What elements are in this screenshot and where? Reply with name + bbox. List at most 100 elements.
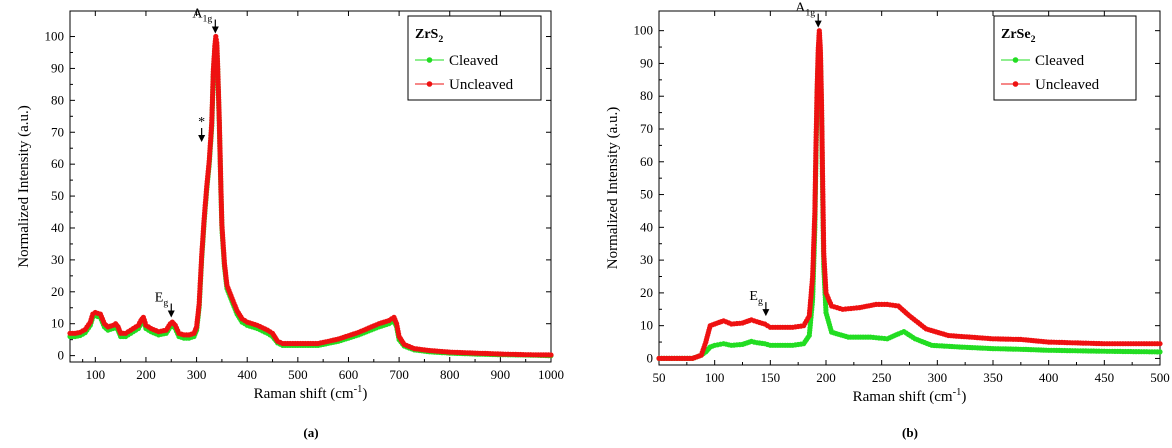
- x-tick-label: 900: [491, 367, 511, 382]
- annotation-label: Eg: [155, 291, 169, 309]
- panel-b-zrse2: 50 100 150 200 250 300 350 400 450 500 0 10 20 30 40 50…: [605, 1, 1170, 440]
- annotation-label: Eg: [749, 289, 763, 307]
- legend-title-main: ZrSe: [1001, 27, 1031, 42]
- legend: ZrS2 Cleaved Uncleaved: [407, 15, 542, 101]
- y-tick-label: 10: [51, 316, 64, 331]
- legend-box: [993, 15, 1137, 101]
- annotation-label-sub: g: [758, 296, 763, 307]
- series-uncleaved: [67, 33, 554, 358]
- annotation-arrowhead: [198, 135, 206, 143]
- series-uncleaved: [656, 28, 1163, 361]
- legend-title-main: ZrS: [415, 27, 439, 42]
- plot-frame: [69, 10, 552, 363]
- x-tick-label: 600: [339, 367, 359, 382]
- x-axis-title-end: ): [961, 389, 966, 405]
- x-tick-label: 400: [237, 367, 257, 382]
- y-tick-label: 100: [45, 29, 65, 44]
- x-tick-label: 300: [187, 367, 207, 382]
- y-tick-label: 30: [640, 252, 653, 267]
- annotation-label: A1g: [192, 7, 212, 25]
- x-tick-label: 500: [1150, 370, 1170, 385]
- y-tick-label: 80: [640, 88, 653, 103]
- x-tick-label: 450: [1095, 370, 1115, 385]
- y-tick-label: 90: [51, 60, 64, 75]
- x-tick-label: 1000: [538, 367, 564, 382]
- legend-title: ZrS2: [415, 27, 443, 45]
- data-point: [1157, 341, 1163, 347]
- y-tick-label: 60: [640, 154, 653, 169]
- annotation-arrowhead: [814, 20, 822, 28]
- annotation-arrowhead: [211, 26, 219, 34]
- annotation-label-main: E: [749, 289, 758, 304]
- legend-swatch-marker: [426, 81, 433, 87]
- annotation: A1g: [795, 1, 822, 28]
- y-tick-label: 50: [640, 187, 653, 202]
- annotation: *: [198, 115, 206, 143]
- x-tick-label: 250: [872, 370, 892, 385]
- legend-title-sub: 2: [438, 34, 443, 45]
- y-tick-label: 90: [640, 55, 653, 70]
- annotation-label-sub: 1g: [203, 14, 213, 25]
- annotation-label-main: E: [155, 291, 164, 306]
- x-tick-label: 50: [653, 370, 666, 385]
- annotation: A1g: [192, 7, 219, 34]
- panel-a-zrs2: 100 200 300 400 500 600 700 800 900 1000 0 10 20 30 40…: [16, 7, 564, 440]
- x-tick-label: 350: [983, 370, 1003, 385]
- legend-title: ZrSe2: [1001, 27, 1036, 45]
- annotation-arrowhead: [762, 309, 770, 317]
- y-tick-label: 70: [51, 124, 64, 139]
- y-tick-label: 40: [51, 220, 64, 235]
- legend-entry: Cleaved: [1035, 53, 1085, 69]
- x-axis-title-main: Raman shift (cm: [254, 386, 354, 402]
- y-axis-title: Normalized Intensity (a.u.): [605, 107, 621, 269]
- x-axis-title: Raman shift (cm-1): [254, 384, 368, 402]
- legend-swatch-marker: [1012, 81, 1019, 87]
- y-tick-label: 100: [634, 23, 654, 38]
- x-axis-title-sup: -1: [953, 387, 962, 398]
- x-tick-label: 300: [928, 370, 948, 385]
- legend-entry: Uncleaved: [1035, 77, 1100, 93]
- panel-label: (b): [902, 425, 918, 440]
- y-tick-label: 60: [51, 156, 64, 171]
- y-tick-label: 20: [640, 285, 653, 300]
- y-tick-label: 80: [51, 92, 64, 107]
- legend-swatch-marker: [426, 57, 433, 63]
- x-tick-label: 800: [440, 367, 460, 382]
- y-tick-label: 40: [640, 219, 653, 234]
- x-axis-title: Raman shift (cm-1): [853, 387, 967, 405]
- legend-entry: Uncleaved: [449, 77, 514, 93]
- annotation-label-main: A: [192, 7, 203, 22]
- annotation-label-main: A: [795, 1, 806, 16]
- x-tick-label: 150: [761, 370, 781, 385]
- legend: ZrSe2 Cleaved Uncleaved: [993, 15, 1137, 101]
- annotation-label: *: [198, 115, 205, 130]
- x-axis-title-end: ): [362, 386, 367, 402]
- annotation: Eg: [749, 289, 770, 317]
- x-tick-label: 700: [389, 367, 409, 382]
- annotation-label-sub: 1g: [805, 8, 815, 19]
- x-tick-label: 200: [816, 370, 836, 385]
- y-tick-label: 10: [640, 318, 653, 333]
- x-tick-label: 400: [1039, 370, 1059, 385]
- legend-entry: Cleaved: [449, 53, 499, 69]
- panel-label: (a): [303, 425, 318, 440]
- y-tick-label: 20: [51, 284, 64, 299]
- y-tick-label: 0: [647, 350, 654, 365]
- y-tick-label: 0: [58, 348, 65, 363]
- x-tick-label: 100: [705, 370, 725, 385]
- data-point: [1157, 349, 1163, 355]
- data-point: [548, 352, 554, 358]
- annotation-label: A1g: [795, 1, 815, 19]
- y-tick-label: 70: [640, 121, 653, 136]
- x-axis-title-main: Raman shift (cm: [853, 389, 953, 405]
- x-tick-label: 200: [136, 367, 156, 382]
- legend-swatch-marker: [1012, 57, 1019, 63]
- y-tick-label: 30: [51, 252, 64, 267]
- annotation-label-sub: g: [163, 298, 168, 309]
- legend-title-sub: 2: [1031, 34, 1036, 45]
- y-axis-title: Normalized Intensity (a.u.): [16, 105, 32, 267]
- y-tick-label: 50: [51, 188, 64, 203]
- annotation-arrowhead: [167, 310, 175, 318]
- x-tick-label: 500: [288, 367, 308, 382]
